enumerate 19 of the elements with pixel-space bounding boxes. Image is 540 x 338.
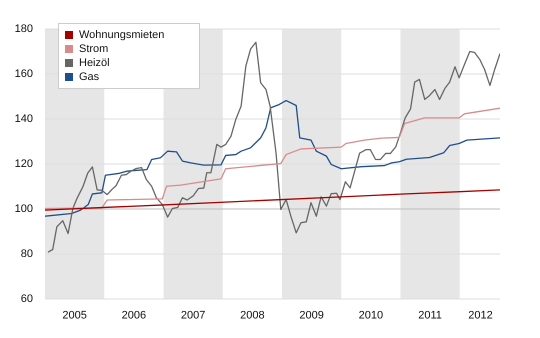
x-tick-label: 2010 (358, 310, 384, 322)
legend-label: Gas (79, 70, 100, 84)
x-tick-label: 2008 (240, 310, 265, 322)
x-tick-label: 2009 (299, 310, 324, 322)
legend-label: Wohnungsmieten (79, 28, 164, 42)
legend-label: Strom (79, 42, 108, 56)
y-tick-label: 140 (14, 113, 33, 126)
y-tick-label: 180 (14, 23, 33, 36)
x-tick-label: 2011 (418, 310, 442, 322)
y-tick-label: 60 (20, 293, 33, 306)
y-tick-label: 120 (14, 158, 33, 170)
x-tick-label: 2006 (122, 310, 146, 322)
x-tick-label: 2005 (62, 310, 87, 322)
y-tick-label: 160 (14, 68, 33, 80)
y-tick-label: 80 (20, 248, 33, 260)
y-tick-label: 100 (14, 203, 33, 216)
x-tick-label: 2012 (468, 310, 493, 322)
legend-label: Heizöl (79, 56, 110, 70)
x-tick-label: 2007 (180, 310, 206, 322)
